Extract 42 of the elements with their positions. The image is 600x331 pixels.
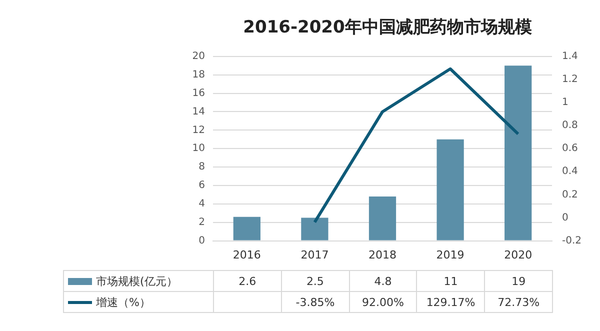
y2-tick-label: 1.4 xyxy=(562,50,578,62)
data-label: -3.85% xyxy=(281,292,350,312)
y-tick-label: 4 xyxy=(198,198,205,210)
legend-label: 市场规模(亿元） xyxy=(96,274,178,288)
x-tick-label: 2016 xyxy=(232,248,261,262)
data-label: 19 xyxy=(484,270,552,292)
x-tick-label: 2020 xyxy=(504,248,532,262)
y-tick-label: 16 xyxy=(192,88,205,99)
bar xyxy=(436,139,464,240)
y-tick-label: 2 xyxy=(198,216,205,228)
legend-label: 增速（%） xyxy=(96,296,150,308)
y-tick-label: 12 xyxy=(192,124,205,136)
data-label: 4.8 xyxy=(349,270,417,292)
y-tick-label: 0 xyxy=(198,235,205,246)
y2-tick-label: 1.2 xyxy=(562,74,578,86)
bar xyxy=(368,196,396,240)
y2-tick-label: 0 xyxy=(562,212,568,224)
data-label: 92.00% xyxy=(349,292,417,312)
data-label: 72.73% xyxy=(484,292,552,312)
y-tick-label: 8 xyxy=(198,162,205,173)
data-label: 2.6 xyxy=(214,270,282,292)
chart-title: 2016-2020年中国减肥药物市场规模 xyxy=(243,18,532,38)
y-tick-label: 20 xyxy=(192,50,205,62)
bar xyxy=(233,216,260,240)
y-tick-label: 14 xyxy=(192,106,205,118)
x-tick-label: 2018 xyxy=(368,248,396,262)
bar xyxy=(504,66,532,240)
y2-tick-label: 1 xyxy=(562,97,568,108)
data-label: 2.5 xyxy=(281,270,350,292)
bar xyxy=(301,218,328,240)
y2-tick-label: 0.6 xyxy=(562,143,578,154)
y-tick-label: 10 xyxy=(192,143,205,154)
y2-tick-label: 0.4 xyxy=(562,166,578,178)
y2-tick-label: 0.8 xyxy=(562,120,578,132)
y2-tick-label: -0.2 xyxy=(562,235,582,246)
x-tick-label: 2019 xyxy=(436,248,464,262)
y-tick-label: 18 xyxy=(192,69,205,80)
x-tick-label: 2017 xyxy=(300,248,329,262)
y-tick-label: 6 xyxy=(198,180,205,192)
y2-tick-label: 0.2 xyxy=(562,189,578,200)
data-label: 11 xyxy=(416,270,485,292)
data-label: 129.17% xyxy=(416,292,485,312)
